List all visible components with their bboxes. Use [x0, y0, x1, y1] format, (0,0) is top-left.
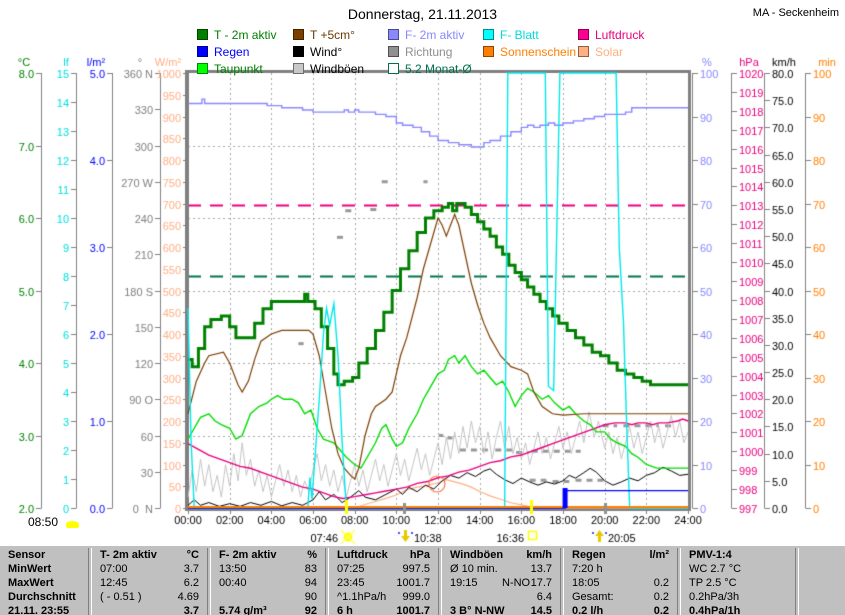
legend-swatch-icon — [388, 63, 399, 74]
table-column-separator — [795, 548, 799, 615]
table-cell-value: 0.2 — [653, 591, 669, 603]
table-cell-text: Gesamt: — [572, 591, 614, 603]
legend-swatch-icon — [578, 29, 589, 40]
table-cell-value: 14.5 — [530, 605, 552, 615]
table-cell-text: 13:50 — [219, 563, 247, 575]
table-header-unit: % — [307, 549, 317, 561]
table-cell-text: 7:20 h — [572, 563, 603, 575]
station-label: MA - Seckenheim — [752, 7, 839, 19]
table-cell-value: 83 — [304, 563, 317, 575]
table-cell-text: TP 2.5 °C — [689, 577, 737, 589]
legend-label: Wind° — [310, 45, 343, 59]
table-cell-text: WC 2.7 °C — [689, 563, 742, 575]
table-header-unit: km/h — [526, 549, 552, 561]
table-row-label: MaxWert — [8, 577, 54, 589]
table-cell-text: 19:15 — [450, 577, 478, 589]
legend-swatch-icon — [483, 29, 494, 40]
table-cell-text: 00:40 — [219, 577, 247, 589]
table-cell-text: 0.4hPa/1h — [689, 605, 741, 615]
table-column-separator — [88, 548, 92, 615]
legend-label: Solar — [595, 45, 624, 59]
table-column-separator — [325, 548, 329, 615]
legend-swatch-icon — [293, 46, 304, 57]
legend-label: Richtung — [405, 45, 453, 59]
table-cell-value: 1001.7 — [396, 605, 430, 615]
legend-swatch-icon — [197, 63, 208, 74]
legend-label: Taupunkt — [214, 62, 263, 76]
table-header-unit: l/m² — [649, 549, 669, 561]
table-column-separator — [207, 548, 211, 615]
table-cell-value: 3.7 — [183, 605, 199, 615]
legend-swatch-icon — [197, 29, 208, 40]
weather-chart-canvas — [0, 0, 845, 545]
legend-swatch-icon — [388, 29, 399, 40]
table-cell-text: ^1.1hPa/h — [337, 591, 387, 603]
legend-swatch-icon — [483, 46, 494, 57]
legend-label: Regen — [214, 45, 250, 59]
legend-label: F- Blatt — [500, 28, 539, 42]
table-cell-value: 90 — [304, 591, 317, 603]
table-cell-value: 3.7 — [183, 563, 199, 575]
table-header-name: Regen — [572, 549, 606, 561]
table-cell-value: 999.0 — [402, 591, 430, 603]
table-cell-value: 94 — [304, 577, 317, 589]
sensor-stats-table: Sensor T- 2m aktiv °C F- 2m aktiv% Luftdruck… — [0, 545, 845, 615]
current-time-label: 08:50 — [28, 515, 59, 529]
table-header-unit: hPa — [409, 549, 430, 561]
table-cell-text: 0.2 l/h — [572, 605, 604, 615]
legend-swatch-icon — [197, 46, 208, 57]
table-cell-value: 1001.7 — [396, 577, 430, 589]
legend-swatch-icon — [388, 46, 399, 57]
legend-label: T - 2m aktiv — [214, 28, 277, 42]
table-cell-text: 0.2hPa/3h — [689, 591, 740, 603]
table-cell-value: 0.2 — [653, 605, 669, 615]
table-header-name: PMV-1:4 — [689, 549, 732, 561]
table-column-separator — [677, 548, 681, 615]
table-cell-text: 07:00 — [100, 563, 128, 575]
table-cell-value: 997.5 — [402, 563, 430, 575]
legend-label: F- 2m aktiv — [405, 28, 465, 42]
table-row-label: 21.11. 23:55 — [8, 605, 70, 615]
table-cell-text: 12:45 — [100, 577, 128, 589]
legend-swatch-icon — [293, 29, 304, 40]
legend-swatch-icon — [293, 63, 304, 74]
table-cell-text: ( - 0.51 ) — [100, 591, 142, 603]
table-row-label: Durchschnitt — [8, 591, 76, 603]
weather-symbol-icon — [66, 521, 79, 528]
legend-swatch-icon — [578, 46, 589, 57]
table-cell-value: 4.69 — [177, 591, 199, 603]
table-column-separator — [438, 548, 442, 615]
table-cell-text: Ø 10 min. — [450, 563, 498, 575]
table-header-unit: °C — [186, 549, 199, 561]
table-cell-text: 5.74 g/m³ — [219, 605, 267, 615]
table-cell-value: 92 — [304, 605, 317, 615]
table-cell-text: 07:25 — [337, 563, 365, 575]
table-cell-value: 6.4 — [536, 591, 552, 603]
table-cell-text: 6 h — [337, 605, 353, 615]
legend-label: T +5cm° — [310, 28, 355, 42]
page-title: Donnerstag, 21.11.2013 — [347, 6, 498, 22]
table-cell-text: 3 B° N-NW — [450, 605, 505, 615]
table-cell-text: 18:05 — [572, 577, 600, 589]
table-row-label: MinWert — [8, 563, 52, 575]
table-cell-value: 0.2 — [653, 577, 669, 589]
table-cell-value: 17.7 — [530, 577, 552, 589]
table-header-name: Luftdruck — [337, 549, 388, 561]
table-header-name: T- 2m aktiv — [100, 549, 157, 561]
legend-label: Sonnenschein — [500, 45, 577, 59]
table-cell-value: 13.7 — [530, 563, 552, 575]
legend-label: Windböen — [310, 62, 365, 76]
table-header-name: F- 2m aktiv — [219, 549, 277, 561]
legend-label: 5.2 Monat-Ø — [405, 62, 472, 76]
table-cell-value: 6.2 — [183, 577, 199, 589]
legend-label: Luftdruck — [595, 28, 645, 42]
table-header-name: Windböen — [450, 549, 504, 561]
table-header-sensor: Sensor — [8, 549, 46, 561]
table-cell-mid: N-NO — [502, 577, 531, 589]
table-cell-text: 23:45 — [337, 577, 365, 589]
table-column-separator — [560, 548, 564, 615]
